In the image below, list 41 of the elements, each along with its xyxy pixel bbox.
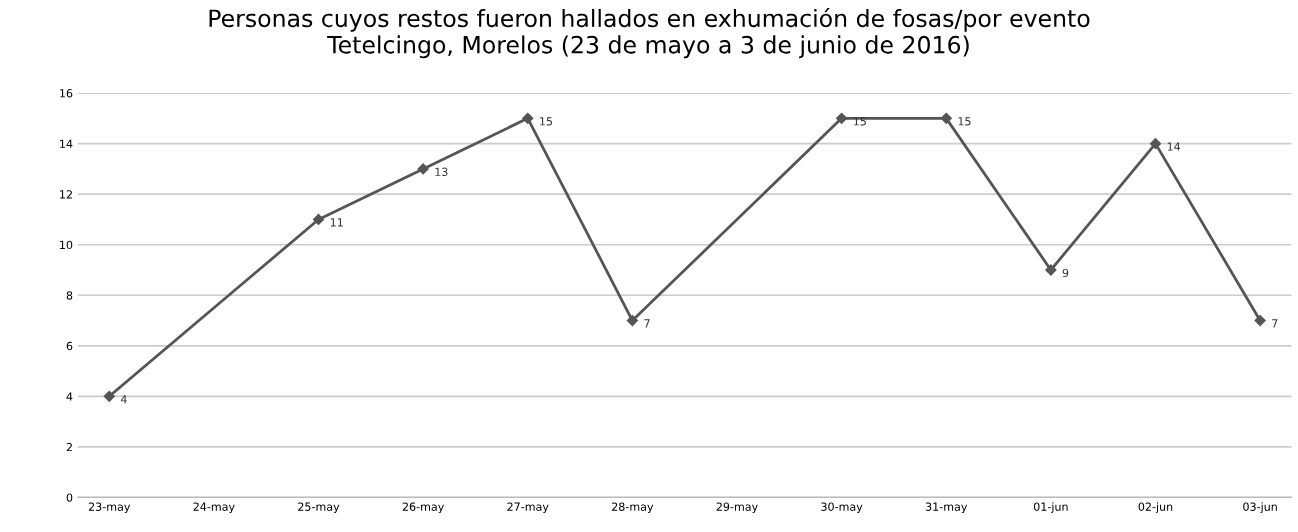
point (312, 213, 325, 226)
data-label: 13 (435, 167, 448, 177)
y-tick-label: 4 (66, 392, 73, 401)
y-tick-label: 10 (60, 240, 73, 250)
x-tick-label: 23-may (88, 502, 131, 514)
data-label: 11 (330, 218, 343, 227)
point (626, 314, 638, 327)
y-tick-label: 2 (66, 442, 72, 452)
x-tick-label: 24-may (193, 502, 235, 514)
point (1254, 314, 1266, 327)
y-tick-label: 14 (60, 139, 73, 148)
chart-title: Personas cuyos restos fueron hallados en exhumación de fosas/por evento Tetelcingo, Morelos (23 de mayo a 3 de junio de 2016) (209, 7, 1090, 59)
y-tick-label: 8 (66, 291, 73, 300)
x-tick-label: 30-may (821, 502, 863, 514)
data-label: 9 (1062, 268, 1069, 278)
x-tick-label: 26-may (402, 502, 444, 514)
x-tick-label: 29-may (716, 502, 758, 514)
x-tick-label: 03-jun (1243, 502, 1277, 514)
y-tick-label: 6 (66, 341, 73, 351)
point (103, 390, 115, 402)
point (417, 163, 429, 175)
x-tick-label: 31-may (925, 502, 968, 514)
x-tick-label: 02-jun (1138, 502, 1173, 514)
data-label: 14 (1167, 142, 1181, 151)
data-label: 4 (120, 395, 127, 404)
data-label: 15 (958, 117, 971, 126)
point (1149, 138, 1162, 150)
point (836, 112, 848, 124)
x-tick-label: 28-may (612, 502, 654, 514)
data-label: 7 (644, 319, 650, 328)
point (940, 112, 952, 124)
x-tick-label: 01-jun (1033, 502, 1068, 514)
y-tick-label: 12 (60, 190, 72, 199)
data-label: 7 (1272, 319, 1278, 328)
y-tick-label: 0 (66, 493, 73, 502)
y-tick-label: 16 (60, 89, 73, 98)
data-label: 15 (540, 117, 553, 126)
x-tick-label: 27-may (507, 502, 549, 514)
x-tick-label: 25-may (298, 502, 340, 514)
point (1045, 264, 1057, 276)
point (522, 112, 534, 124)
